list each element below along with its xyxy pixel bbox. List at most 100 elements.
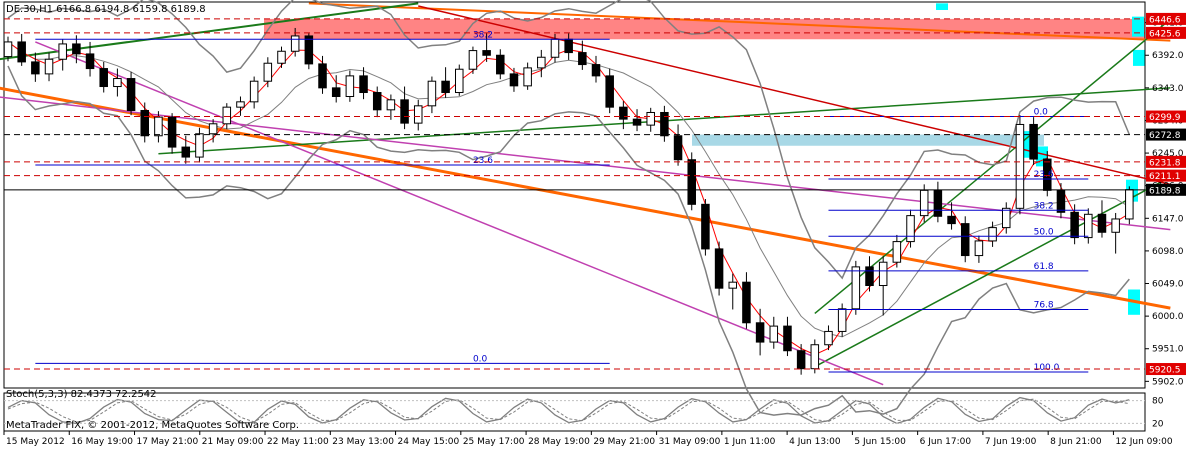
candle xyxy=(1111,218,1120,233)
fib-left-label: 23.6 xyxy=(473,156,493,166)
fib-right-label: 100.0 xyxy=(1034,363,1060,373)
cyan-marker xyxy=(1132,16,1144,37)
candle xyxy=(44,58,54,75)
price-level-box xyxy=(1146,169,1186,182)
y-tick-label: 6392.0 xyxy=(1152,51,1184,61)
orange-trendline-upper xyxy=(308,2,1171,42)
candle xyxy=(701,203,710,250)
candle xyxy=(400,99,409,124)
fib-right-label: 23.6 xyxy=(1034,170,1054,180)
y-tick-label: 5951.0 xyxy=(1152,345,1184,355)
candle xyxy=(140,109,150,137)
x-tick-label: 15 May 2012 xyxy=(6,437,65,447)
stochastic-tick-label: 80 xyxy=(1152,397,1164,407)
cyan-marker xyxy=(1133,49,1145,66)
x-tick-label: 12 Jun 09:00 xyxy=(1115,437,1172,447)
bollinger-lower xyxy=(7,65,1130,416)
candle xyxy=(1015,123,1025,209)
watermark: MetaTrader FIX, © 2001-2012, MetaQuotes … xyxy=(6,420,299,431)
candle xyxy=(318,63,327,89)
candle xyxy=(742,281,751,324)
stochastic-main xyxy=(7,396,1130,425)
candle xyxy=(509,73,519,87)
stochastic-frame xyxy=(3,392,1146,432)
price-level-box xyxy=(1146,128,1186,141)
candle xyxy=(673,135,683,161)
price-level-box xyxy=(1146,363,1186,376)
green-channel-upper xyxy=(814,18,1171,315)
price-level-label: 6446.6 xyxy=(1149,15,1181,25)
price-level-label: 6231.8 xyxy=(1149,158,1181,168)
candle xyxy=(359,75,368,94)
price-level-label: 6211.1 xyxy=(1149,172,1181,182)
candle xyxy=(263,62,273,82)
candle xyxy=(126,78,136,111)
candle xyxy=(960,223,970,257)
green-channel-lower xyxy=(814,176,1171,368)
y-tick-label: 6098.0 xyxy=(1152,247,1184,257)
candle xyxy=(249,80,259,103)
candle xyxy=(304,35,314,65)
candle xyxy=(1043,158,1052,191)
y-tick-label: 6147.0 xyxy=(1152,214,1184,224)
candle xyxy=(496,54,505,75)
candle xyxy=(988,227,997,242)
fib-right-label: 0.0 xyxy=(1034,107,1049,117)
price-level-box xyxy=(1146,110,1186,123)
candle xyxy=(605,75,614,108)
candle xyxy=(468,50,478,70)
x-tick-label: 22 May 11:00 xyxy=(267,437,329,447)
plot-frame xyxy=(3,1,1146,389)
candle xyxy=(345,75,355,98)
cyan-marker xyxy=(936,3,948,10)
candle xyxy=(236,101,245,108)
candle xyxy=(1125,189,1134,220)
candle xyxy=(550,38,560,58)
candle xyxy=(195,133,204,158)
candle xyxy=(1001,207,1011,229)
candle xyxy=(181,146,191,158)
candle xyxy=(427,80,437,107)
price-level-box xyxy=(1146,183,1186,196)
candle xyxy=(482,50,491,56)
candle xyxy=(892,241,902,263)
candle xyxy=(591,64,601,77)
candle xyxy=(1097,213,1107,233)
y-tick-label: 6049.0 xyxy=(1152,280,1184,290)
candle xyxy=(687,159,696,205)
candle xyxy=(58,43,67,60)
x-tick-label: 25 May 17:00 xyxy=(463,437,525,447)
fib-right-label: 38.2 xyxy=(1034,201,1054,211)
candle xyxy=(372,92,382,111)
bollinger-middle xyxy=(7,41,1130,338)
candle xyxy=(878,261,888,287)
x-tick-label: 7 Jun 19:00 xyxy=(985,437,1037,447)
candle xyxy=(167,116,177,148)
candle xyxy=(564,38,573,54)
candle xyxy=(755,322,765,343)
red-trendline xyxy=(418,5,1171,186)
candle xyxy=(1084,213,1093,239)
candle xyxy=(578,52,587,66)
x-tick-label: 23 May 13:00 xyxy=(332,437,394,447)
candle xyxy=(646,111,655,126)
stochastic-signal xyxy=(7,398,1130,423)
y-tick-label: 6000.0 xyxy=(1152,312,1184,322)
y-tick-label: 6245.0 xyxy=(1152,149,1184,159)
supply-zone xyxy=(692,134,1044,146)
x-tick-label: 17 May 21:00 xyxy=(137,437,199,447)
candle xyxy=(154,116,163,137)
candle xyxy=(208,123,218,135)
stochastic-label: Stoch(5,3,3) 82.4373 72.2542 xyxy=(6,389,157,400)
candle xyxy=(1029,123,1038,160)
candle xyxy=(413,105,423,124)
candle xyxy=(769,325,779,343)
candle xyxy=(17,41,26,63)
candle xyxy=(632,118,642,126)
magenta-trendline-b xyxy=(35,41,884,386)
candle xyxy=(331,87,341,98)
price-level-box xyxy=(1146,155,1186,168)
x-tick-label: 21 May 09:00 xyxy=(202,437,264,447)
candle xyxy=(222,106,232,125)
